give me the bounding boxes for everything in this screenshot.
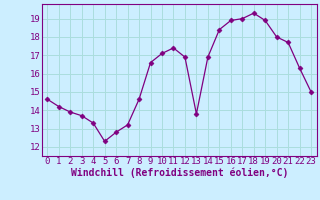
X-axis label: Windchill (Refroidissement éolien,°C): Windchill (Refroidissement éolien,°C) [70, 168, 288, 178]
